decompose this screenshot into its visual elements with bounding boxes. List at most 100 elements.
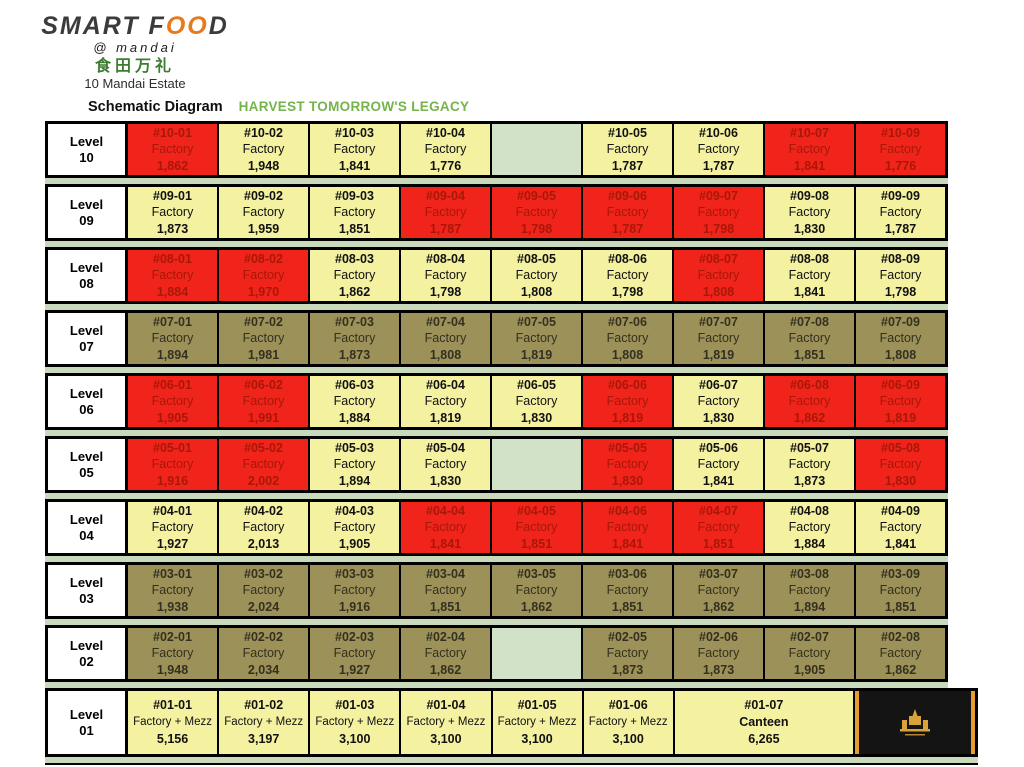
level-label-word: Level [69,706,104,722]
unit-number: #07-05 [517,314,556,329]
unit-type: Factory [333,457,376,472]
unit-cell-04-03: #04-03 Factory 1,905 [308,502,399,554]
level-label-10: Level 10 [48,124,128,176]
unit-cell-04-08: #04-08 Factory 1,884 [763,502,854,554]
unit-area: 1,798 [884,284,917,299]
unit-area: 1,873 [793,473,826,488]
unit-type: Factory [788,205,831,220]
unit-number: #08-05 [517,251,556,266]
developer-logo [855,691,975,755]
unit-number: #05-08 [881,440,920,455]
unit-cell-03-09: #03-09 Factory 1,851 [854,565,945,617]
unit-number: #01-01 [153,698,193,713]
unit-area: 1,787 [429,221,462,236]
unit-area: 1,884 [156,284,189,299]
unit-type: Factory [606,583,649,598]
unit-type: Factory [515,205,558,220]
unit-type: Factory + Mezz [497,716,577,729]
unit-number: #08-06 [608,251,647,266]
level-label-number: 10 [79,149,94,165]
unit-area: 1,819 [884,410,917,425]
unit-cell-03-06: #03-06 Factory 1,851 [581,565,672,617]
unit-cell-01-05: #01-05 Factory + Mezz 3,100 [490,691,582,755]
unit-type: Factory [333,205,376,220]
unit-cell-02-04: #02-04 Factory 1,862 [399,628,490,680]
unit-type: Canteen [739,715,789,730]
unit-cell-02-03: #02-03 Factory 1,927 [308,628,399,680]
unit-cell-06-06: #06-06 Factory 1,819 [581,376,672,428]
level-label-number: 04 [79,527,94,543]
unit-area: 1,894 [156,347,189,362]
unit-type: Factory [879,142,922,157]
unit-cell-04-02: #04-02 Factory 2,013 [217,502,308,554]
unit-number: #04-03 [335,503,374,518]
unit-number: #06-03 [335,377,374,392]
unit-area: 1,873 [338,347,371,362]
row-gap [45,493,948,500]
unit-type: Factory [879,394,922,409]
unit-number: #04-04 [426,503,465,518]
unit-type: Factory [879,205,922,220]
unit-cell-09-05: #09-05 Factory 1,798 [490,187,581,239]
unit-cell-05-03: #05-03 Factory 1,894 [308,439,399,491]
unit-area: 1,808 [702,284,735,299]
unit-type: Factory [424,394,467,409]
unit-area: 1,841 [702,473,735,488]
unit-type: Factory [242,331,285,346]
unit-type: Factory [151,457,194,472]
level-label-word: Level [69,133,104,149]
unit-area: 1,851 [611,599,644,614]
unit-cell-08-02: #08-02 Factory 1,970 [217,250,308,302]
unit-area: 1,862 [338,284,371,299]
unit-type: Factory [515,583,558,598]
unit-number: #05-06 [699,440,738,455]
brand-logo: SMART FOOD @ mandai 食田万礼 10 Mandai Estat… [40,12,230,92]
unit-type: Factory [333,142,376,157]
building-logo-icon [900,708,930,736]
unit-number: #09-03 [335,188,374,203]
row-gap [45,178,948,185]
unit-cell-08-09: #08-09 Factory 1,798 [854,250,945,302]
unit-number: #03-02 [244,566,283,581]
level-label-04: Level 04 [48,502,128,554]
unit-cell-06-09: #06-09 Factory 1,819 [854,376,945,428]
unit-cell-10-01: #10-01 Factory 1,862 [128,124,217,176]
unit-cell-02-02: #02-02 Factory 2,034 [217,628,308,680]
unit-area: 1,830 [520,410,553,425]
unit-area: 1,916 [338,599,371,614]
unit-type: Factory [606,331,649,346]
unit-area: 1,808 [884,347,917,362]
unit-cell-08-07: #08-07 Factory 1,808 [672,250,763,302]
unit-number: #05-07 [790,440,829,455]
unit-cell-06-04: #06-04 Factory 1,819 [399,376,490,428]
unit-number: #02-02 [244,629,283,644]
tomato-o-icon: O [187,12,209,40]
unit-number: #09-09 [881,188,920,203]
unit-area: 1,905 [156,410,189,425]
unit-type: Factory [697,268,740,283]
header: SMART FOOD @ mandai 食田万礼 10 Mandai Estat… [0,0,1024,115]
unit-type: Factory [333,520,376,535]
unit-cell-09-03: #09-03 Factory 1,851 [308,187,399,239]
row-gap [45,556,948,563]
unit-type: Factory [879,646,922,661]
unit-area: 1,851 [702,536,735,551]
unit-cell-09-01: #09-01 Factory 1,873 [128,187,217,239]
level-label-06: Level 06 [48,376,128,428]
unit-area: 1,873 [611,662,644,677]
unit-type: Factory [606,520,649,535]
unit-number: #01-02 [244,698,284,713]
unit-area: 1,841 [884,536,917,551]
level-label-word: Level [69,448,104,464]
unit-cell-04-05: #04-05 Factory 1,851 [490,502,581,554]
unit-cell-10-02: #10-02 Factory 1,948 [217,124,308,176]
unit-type: Factory + Mezz [588,716,668,729]
unit-type: Factory [606,394,649,409]
unit-type: Factory [151,268,194,283]
unit-type: Factory [515,520,558,535]
level-label-07: Level 07 [48,313,128,365]
unit-type: Factory [788,457,831,472]
level-label-number: 07 [79,338,94,354]
unit-type: Factory + Mezz [133,716,213,729]
